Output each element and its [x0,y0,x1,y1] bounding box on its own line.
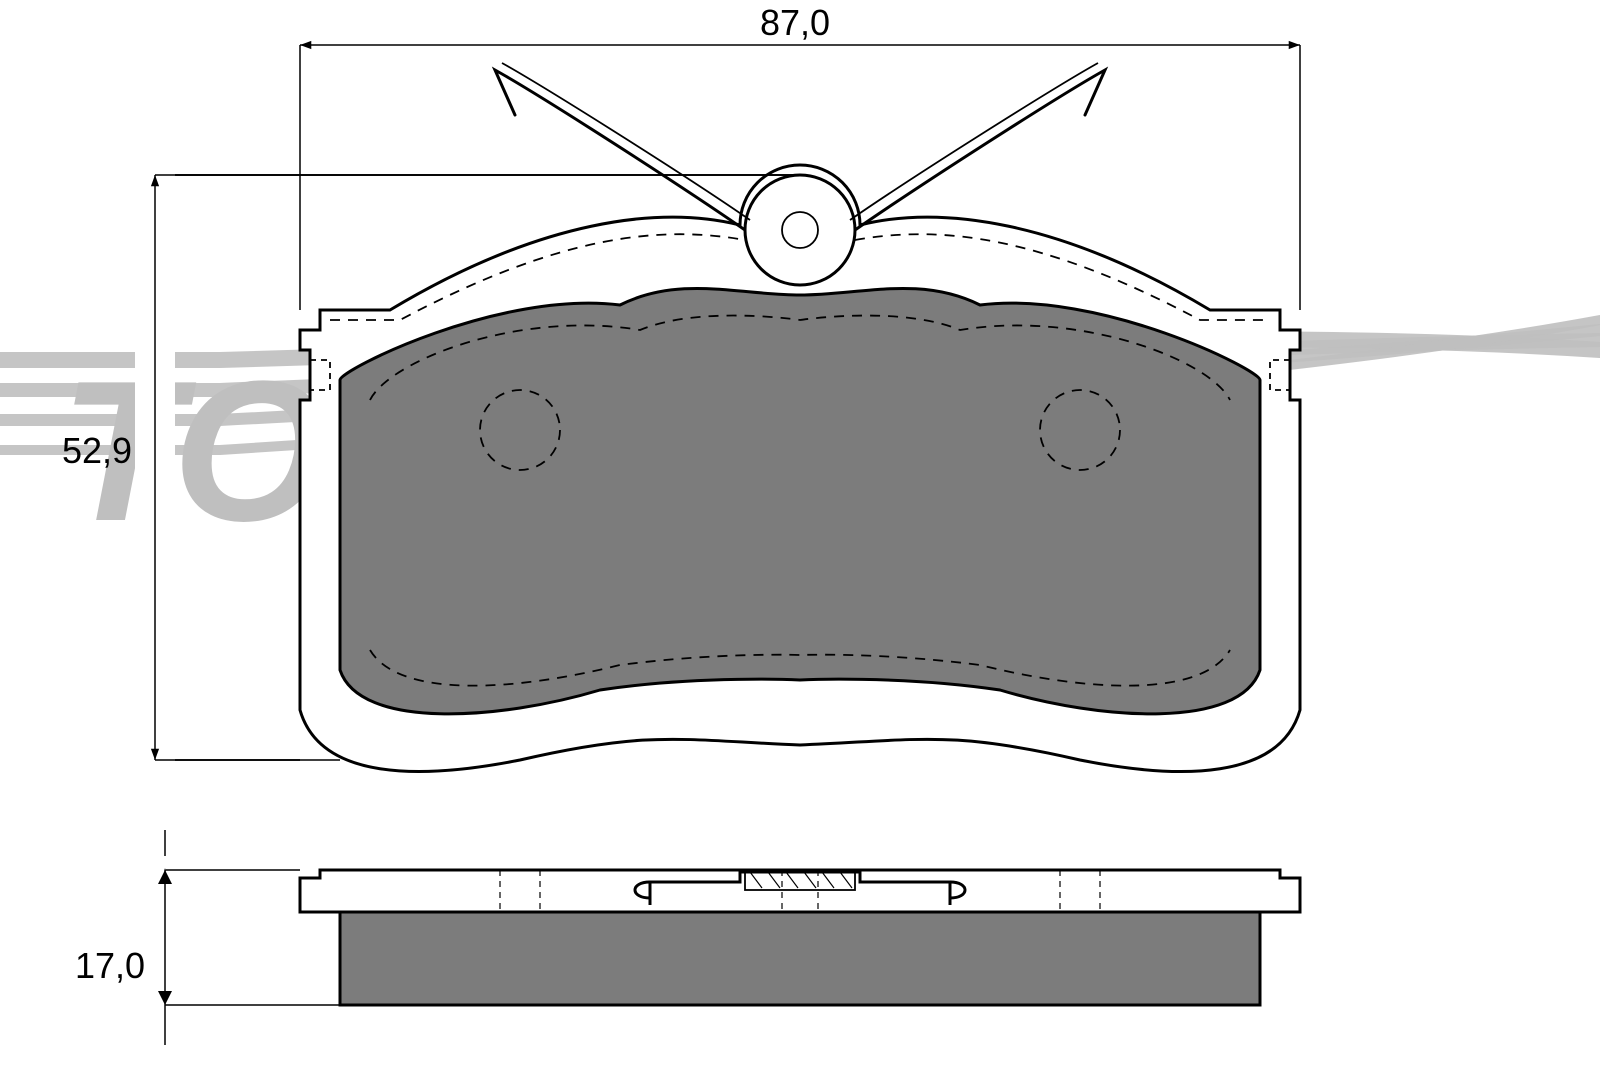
dimension-thickness-label: 17,0 [75,945,145,987]
dimension-height-label: 52,9 [62,430,132,472]
technical-drawing [0,0,1600,1067]
dimension-width-label: 87,0 [760,2,830,44]
